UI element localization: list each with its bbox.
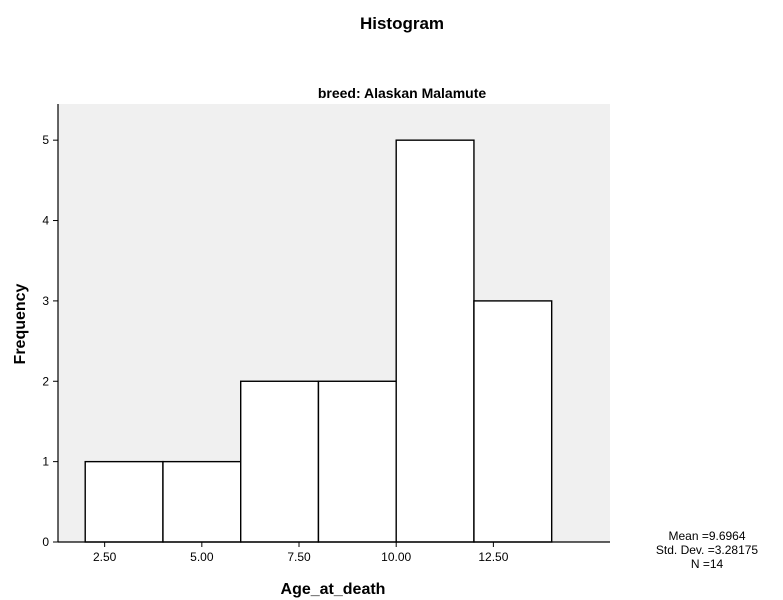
x-axis-title: Age_at_death [281, 581, 386, 598]
stat-mean: Mean =9.6964 [668, 529, 745, 543]
y-tick-label: 3 [42, 294, 49, 308]
y-tick-label: 0 [42, 535, 49, 549]
x-axis-ticks: 2.50 5.00 7.50 10.00 12.50 [93, 542, 509, 564]
histogram-bar-2 [162, 460, 242, 543]
stats-box: Mean =9.6964 Std. Dev. =3.28175 N =14 [656, 529, 759, 571]
x-tick-label: 12.50 [478, 550, 508, 564]
chart-subtitle: breed: Alaskan Malamute [318, 85, 487, 101]
y-axis-title: Frequency [12, 283, 29, 364]
histogram-bar-1 [84, 460, 164, 543]
chart-title: Histogram [360, 14, 444, 33]
x-tick-label: 7.50 [287, 550, 311, 564]
y-tick-label: 5 [42, 133, 49, 147]
histogram-bar-3 [240, 380, 320, 543]
histogram-bars [84, 139, 553, 543]
stat-n: N =14 [691, 557, 724, 571]
axes [57, 104, 610, 543]
histogram-bar-4 [317, 380, 397, 543]
x-tick-label: 2.50 [93, 550, 117, 564]
y-tick-label: 2 [42, 374, 49, 388]
y-tick-label: 1 [42, 455, 49, 469]
histogram-bar-5 [395, 139, 475, 543]
x-tick-label: 10.00 [381, 550, 411, 564]
x-tick-label: 5.00 [190, 550, 214, 564]
y-axis-ticks: 0 1 2 3 4 5 [42, 133, 58, 549]
histogram-bar-6 [473, 300, 553, 543]
stat-std-dev: Std. Dev. =3.28175 [656, 543, 759, 557]
y-tick-label: 4 [42, 214, 49, 228]
